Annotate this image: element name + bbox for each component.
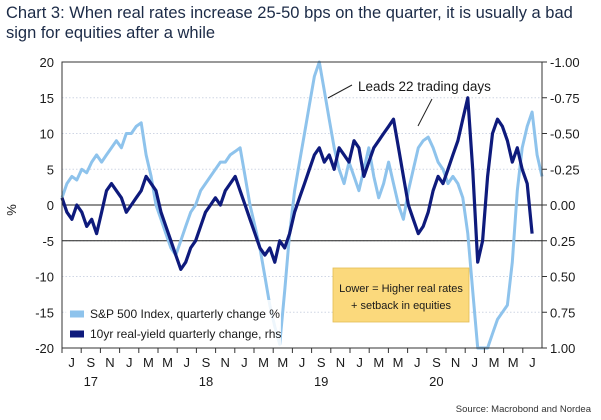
y-axis-left: 20 15 10 5 0 -5 -10 -15 -20 (35, 55, 54, 356)
x-year-label: 18 (199, 374, 213, 389)
x-month-label: J (184, 355, 191, 370)
y-tick-label: 5 (47, 162, 54, 177)
x-year-label: 19 (314, 374, 328, 389)
y2-tick-label: -0.75 (550, 91, 580, 106)
x-month-label: N (451, 355, 460, 370)
x-month-label: J (241, 355, 248, 370)
series-lines (60, 60, 544, 350)
y-tick-label: 0 (47, 198, 54, 213)
series-line-2 (60, 96, 534, 271)
note-line-2: + setback in equities (351, 300, 451, 312)
y2-tick-label: 0.75 (550, 305, 575, 320)
lead-annotation: Leads 22 trading days (358, 79, 491, 94)
y-axis-right: -1.00 -0.75 -0.50 -0.25 0.00 0.25 0.50 0.75 1.00 (542, 55, 580, 356)
x-month-label: M (393, 355, 404, 370)
legend-background (66, 300, 281, 346)
x-month-label: S (432, 355, 441, 370)
x-month-label: M (277, 355, 288, 370)
x-year-label: 17 (84, 374, 98, 389)
y-tick-label: 10 (40, 127, 54, 142)
x-month-label: S (317, 355, 326, 370)
y-tick-label: -15 (35, 305, 54, 320)
x-month-label: J (299, 355, 306, 370)
y2-tick-label: -0.50 (550, 127, 580, 142)
x-month-label: J (472, 355, 479, 370)
x-month-label: J (529, 355, 536, 370)
x-month-label: N (336, 355, 345, 370)
x-month-label: J (356, 355, 363, 370)
y2-tick-label: -0.25 (550, 162, 580, 177)
y2-tick-label: 0.50 (550, 270, 575, 285)
y-axis-label: % (4, 204, 19, 216)
x-month-label: N (105, 355, 114, 370)
x-month-label: N (221, 355, 230, 370)
note-line-1: Lower = Higher real rates (339, 283, 463, 295)
x-month-label: M (373, 355, 384, 370)
annotations: Leads 22 trading days Lower = Higher real… (327, 79, 491, 323)
legend: S&P 500 Index, quarterly change % 10yr re… (66, 300, 281, 346)
lead-arrow-left (327, 84, 353, 99)
legend-label-2: 10yr real-yield quarterly change, rhs (90, 327, 281, 341)
x-month-label: S (86, 355, 95, 370)
x-year-label: 20 (429, 374, 443, 389)
series-line-1 (60, 60, 544, 350)
note-box (332, 267, 470, 323)
lead-arrow-right (417, 98, 433, 127)
chart-title: Chart 3: When real rates increase 25-50 … (6, 4, 573, 42)
x-month-label: M (143, 355, 154, 370)
y2-tick-label: -1.00 (550, 55, 580, 70)
reference-lines (62, 204, 542, 242)
x-month-label: J (68, 355, 75, 370)
x-month-label: J (126, 355, 133, 370)
y2-tick-label: 1.00 (550, 341, 575, 356)
y-tick-label: -20 (35, 341, 54, 356)
x-month-label: M (489, 355, 500, 370)
y-tick-label: -10 (35, 270, 54, 285)
y2-tick-label: 0.00 (550, 198, 575, 213)
x-month-label: S (202, 355, 211, 370)
x-month-label: M (508, 355, 519, 370)
y2-tick-label: 0.25 (550, 234, 575, 249)
legend-label-1: S&P 500 Index, quarterly change % (90, 307, 280, 321)
y-tick-label: 20 (40, 55, 54, 70)
y-tick-label: 15 (40, 91, 54, 106)
x-axis: J S N J M M J S N J M M J S N J M M J S N J M M J17 18 19 20 (61, 348, 536, 389)
y-tick-label: -5 (42, 234, 54, 249)
x-month-label: J (414, 355, 421, 370)
x-month-label: M (258, 355, 269, 370)
x-month-label: M (162, 355, 173, 370)
source-note: Source: Macrobond and Nordea (455, 404, 591, 415)
